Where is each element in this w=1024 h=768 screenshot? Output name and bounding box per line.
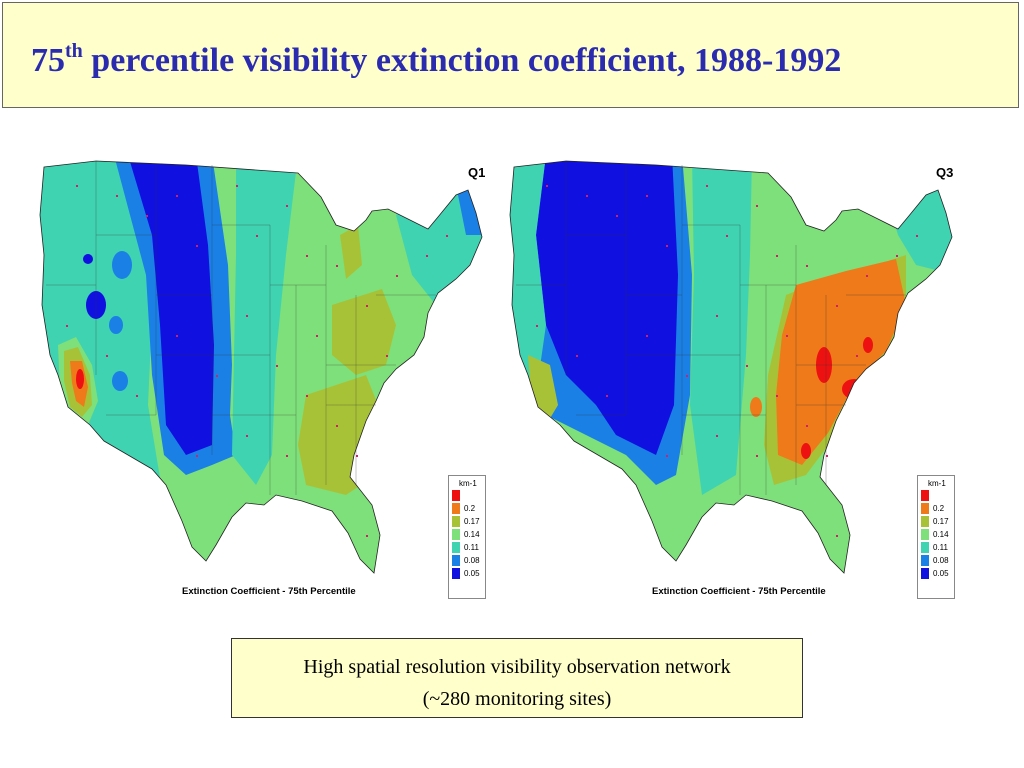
map-caption: Extinction Coefficient - 75th Percentile <box>182 586 356 597</box>
legend-item: 0.08 <box>921 555 955 566</box>
map-q3 <box>509 160 953 574</box>
legend-item: 0.14 <box>921 529 955 540</box>
legend-item: 0.08 <box>452 555 486 566</box>
legend-item: 0.2 <box>921 503 955 514</box>
monitoring-sites <box>66 185 448 537</box>
legend-title: km-1 <box>928 479 946 488</box>
legend-item: 0.05 <box>452 568 486 579</box>
legend-item: 0.05 <box>921 568 955 579</box>
map-legend: km-1 0.2 0.17 0.14 0.11 0.08 0.05 <box>448 475 486 599</box>
contour-layer <box>40 161 482 573</box>
legend-item <box>452 490 486 501</box>
monitoring-sites <box>536 185 918 537</box>
legend-item: 0.17 <box>921 516 955 527</box>
note-line-2: (~280 monitoring sites) <box>422 688 612 710</box>
map-panel-q3: Q3 Extinction Coefficient - 75th Percent… <box>506 155 956 603</box>
map-q1 <box>39 160 483 574</box>
note-line-1: High spatial resolution visibility obser… <box>303 656 731 678</box>
legend-item: 0.2 <box>452 503 486 514</box>
contour-layer <box>510 161 952 573</box>
network-note: High spatial resolution visibility obser… <box>231 638 803 718</box>
title-superscript: th <box>65 40 83 62</box>
title-text: percentile visibility extinction coeffic… <box>82 42 842 79</box>
legend-item: 0.14 <box>452 529 486 540</box>
quarter-label: Q3 <box>936 165 954 180</box>
page-title: 75th percentile visibility extinction co… <box>31 41 841 81</box>
legend-item: 0.17 <box>452 516 486 527</box>
legend-item <box>921 490 955 501</box>
legend-item: 0.11 <box>452 542 486 553</box>
map-caption: Extinction Coefficient - 75th Percentile <box>652 586 826 597</box>
quarter-label: Q1 <box>468 165 486 180</box>
title-banner: 75th percentile visibility extinction co… <box>2 2 1019 108</box>
legend-item: 0.11 <box>921 542 955 553</box>
title-number: 75 <box>31 42 65 79</box>
legend-title: km-1 <box>459 479 477 488</box>
map-legend: km-1 0.2 0.17 0.14 0.11 0.08 0.05 <box>917 475 955 599</box>
map-panel-q1: Q1 Extinction Coefficient - 75th Percent… <box>36 155 486 603</box>
